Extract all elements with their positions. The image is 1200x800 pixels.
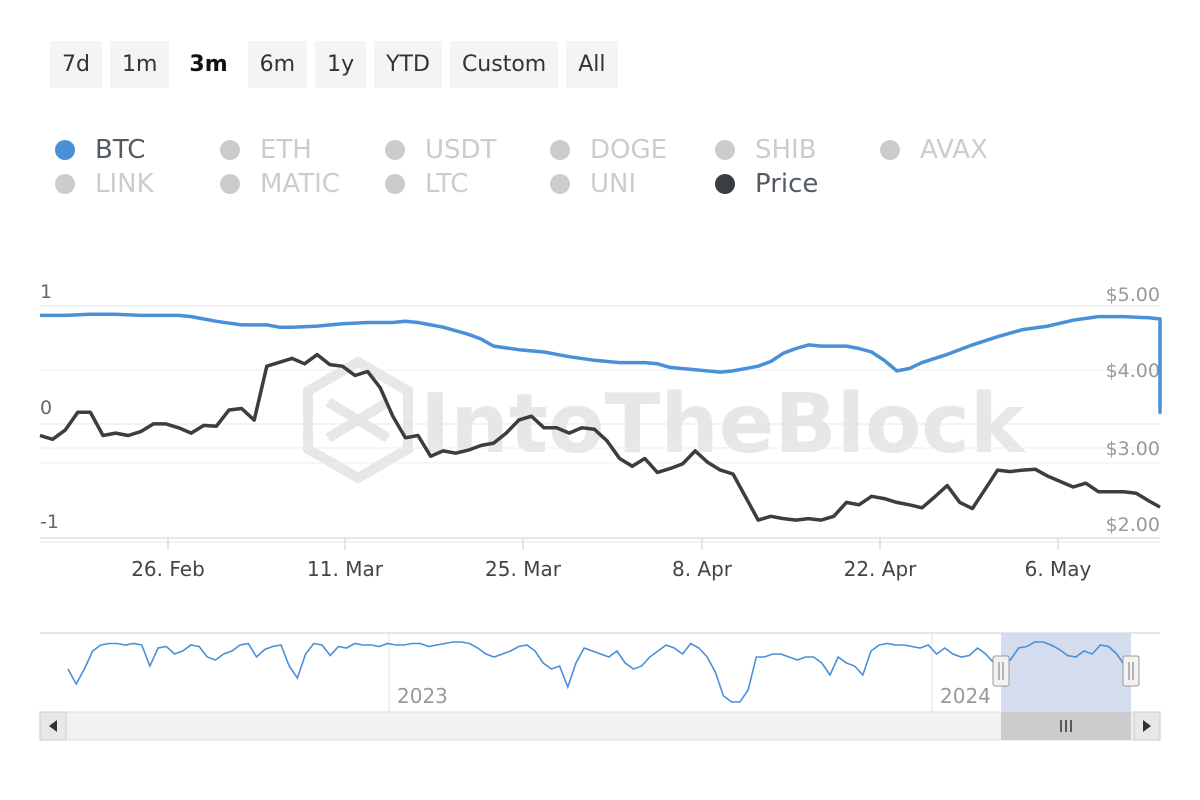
right-axis-tick-label: $3.00 <box>1106 438 1160 460</box>
x-axis-tick-label: 25. Mar <box>485 557 562 581</box>
series-line-btc <box>40 312 1162 414</box>
legend-dot-icon <box>220 174 240 194</box>
scrollbar-track[interactable] <box>39 711 1161 741</box>
left-axis-tick-label: 0 <box>40 397 52 419</box>
watermark-text: IntoTheBlock <box>420 377 1027 472</box>
x-axis-tick-label: 22. Apr <box>844 557 918 581</box>
legend-item-btc[interactable]: BTC <box>55 135 145 165</box>
range-button-custom[interactable]: Custom <box>449 41 559 88</box>
legend-dot-icon <box>385 140 405 160</box>
legend-label: USDT <box>425 135 497 165</box>
series-line-price <box>39 352 1161 522</box>
range-button-ytd[interactable]: YTD <box>374 41 442 88</box>
legend-label: BTC <box>95 135 146 165</box>
scrollbar <box>39 711 1161 741</box>
legend-label: UNI <box>590 169 637 199</box>
legend-label: ETH <box>260 135 312 165</box>
navigator-handle-right[interactable] <box>1122 655 1140 687</box>
navigator-year-label: 2023 <box>397 684 448 708</box>
x-axis-tick-label: 8. Apr <box>672 557 733 581</box>
legend-label: DOGE <box>590 135 668 165</box>
navigator-grid: 2023 2024 <box>388 633 991 712</box>
legend-dot-icon <box>550 174 570 194</box>
grid <box>40 305 1160 543</box>
navigator-year-label: 2024 <box>940 684 991 708</box>
navigator-series-line <box>67 641 1126 703</box>
axes: 1 0 -1 $5.00 $4.00 $3.00 $2.00 26. Feb 11. Mar 25… <box>40 281 1160 581</box>
legend-dot-icon <box>715 174 735 194</box>
series-layer <box>39 312 1162 522</box>
watermark-logo-icon <box>303 356 413 484</box>
right-axis-tick-label: $4.00 <box>1106 360 1160 382</box>
range-button-1m[interactable]: 1m <box>109 41 170 88</box>
range-button-all[interactable]: All <box>566 41 618 88</box>
legend-item-matic[interactable]: MATIC <box>220 169 340 199</box>
legend-dot-icon <box>55 140 75 160</box>
legend-item-price[interactable]: Price <box>715 169 818 199</box>
legend-dot-icon <box>385 174 405 194</box>
arrow-right-icon <box>1143 720 1151 732</box>
legend-dot-icon <box>220 140 240 160</box>
legend-item-uni[interactable]: UNI <box>550 169 636 199</box>
legend-item-doge[interactable]: DOGE <box>550 135 667 165</box>
legend-item-eth[interactable]: ETH <box>220 135 312 165</box>
right-axis-tick-label: $2.00 <box>1106 514 1160 536</box>
range-selector: 7d 1m 3m 6m 1y YTD Custom All <box>50 41 618 88</box>
legend-label: Price <box>755 169 819 199</box>
x-axis-tick-label: 11. Mar <box>307 557 384 581</box>
legend-label: AVAX <box>920 135 988 165</box>
legend-label: LTC <box>425 169 469 199</box>
left-axis-tick-label: -1 <box>40 511 59 533</box>
legend-label: LINK <box>95 169 154 199</box>
legend-label: SHIB <box>755 135 817 165</box>
navigator-selection[interactable] <box>1001 633 1131 712</box>
legend-item-ltc[interactable]: LTC <box>385 169 468 199</box>
right-axis-tick-label: $5.00 <box>1106 284 1160 306</box>
legend-item-avax[interactable]: AVAX <box>880 135 988 165</box>
x-axis-tick-label: 26. Feb <box>131 557 205 581</box>
legend-dot-icon <box>880 140 900 160</box>
range-button-7d[interactable]: 7d <box>50 41 102 88</box>
range-button-1y[interactable]: 1y <box>315 41 367 88</box>
legend-item-shib[interactable]: SHIB <box>715 135 817 165</box>
navigator: 2023 2024 <box>40 632 1160 712</box>
navigator-handle-left[interactable] <box>992 655 1010 687</box>
range-button-6m[interactable]: 6m <box>247 41 308 88</box>
legend-item-usdt[interactable]: USDT <box>385 135 496 165</box>
x-axis-tick-label: 6. May <box>1025 557 1092 581</box>
legend-dot-icon <box>55 174 75 194</box>
legend-dot-icon <box>550 140 570 160</box>
watermark: IntoTheBlock <box>303 356 1027 484</box>
scrollbar-thumb[interactable] <box>1001 712 1131 740</box>
scroll-left-button[interactable] <box>39 711 67 741</box>
range-button-3m[interactable]: 3m <box>189 52 228 77</box>
legend-label: MATIC <box>260 169 340 199</box>
left-axis-tick-label: 1 <box>40 281 52 303</box>
legend-item-link[interactable]: LINK <box>55 169 154 199</box>
navigator-series <box>67 641 1126 703</box>
arrow-left-icon <box>49 720 57 732</box>
legend-dot-icon <box>715 140 735 160</box>
scroll-right-button[interactable] <box>1133 711 1161 741</box>
